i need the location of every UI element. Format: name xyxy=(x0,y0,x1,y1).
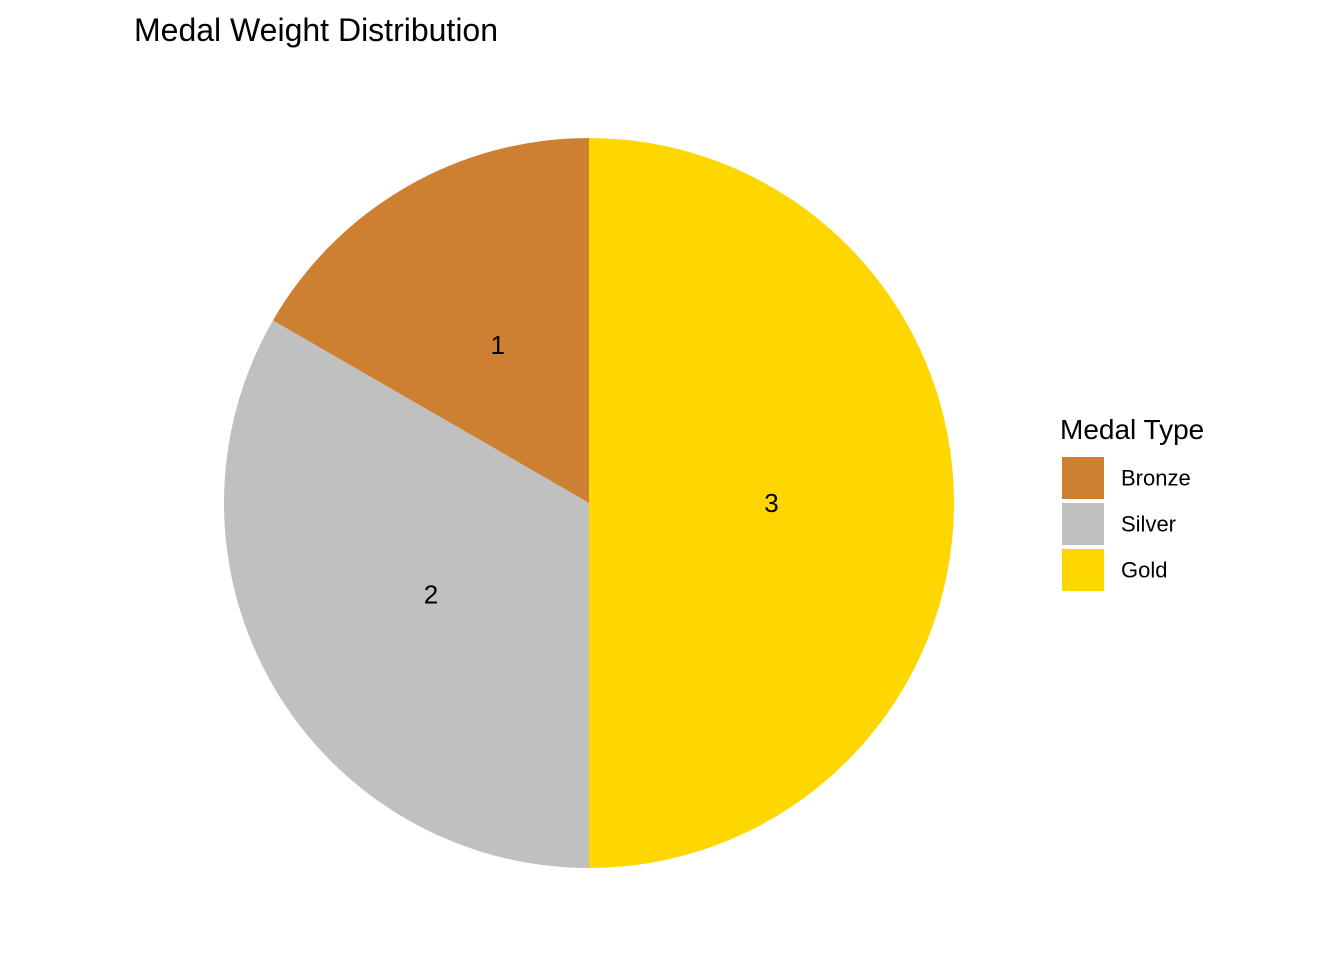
legend-title: Medal Type xyxy=(1060,414,1204,445)
legend: Medal Type Bronze Silver Gold xyxy=(1060,414,1204,591)
legend-swatch-gold xyxy=(1062,549,1104,591)
chart-title: Medal Weight Distribution xyxy=(134,12,498,48)
slice-label-bronze: 1 xyxy=(491,330,505,360)
legend-label-gold: Gold xyxy=(1121,558,1167,583)
legend-swatch-silver xyxy=(1062,503,1104,545)
pie-slice-labels: 1 2 3 xyxy=(424,330,779,609)
pie-slice-bronze xyxy=(272,138,589,503)
legend-items: Bronze Silver Gold xyxy=(1062,457,1191,591)
pie-slice-gold xyxy=(589,138,954,868)
legend-swatch-bronze xyxy=(1062,457,1104,499)
legend-label-bronze: Bronze xyxy=(1121,466,1191,491)
pie-slices xyxy=(224,138,954,868)
slice-label-silver: 2 xyxy=(424,579,438,609)
pie-slice-silver xyxy=(224,320,590,868)
slice-label-gold: 3 xyxy=(764,488,778,518)
legend-label-silver: Silver xyxy=(1121,512,1176,537)
